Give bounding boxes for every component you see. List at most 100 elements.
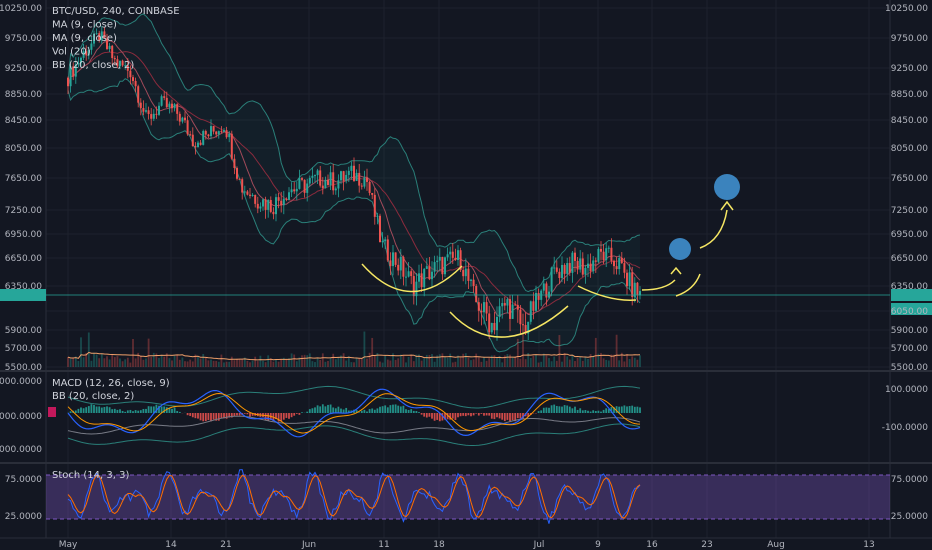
macd-histogram-bar [186,413,189,416]
candle-body [459,250,462,271]
macd-histogram-bar [418,412,420,413]
macd-histogram-bar [246,413,249,415]
volume-bar [160,354,163,367]
candle-body [332,172,335,191]
y-axis-label: 10250.00 [885,4,928,14]
candle-body [132,77,134,81]
macd-histogram-bar [566,405,569,413]
volume-bar [293,354,296,367]
volume-bar [277,361,280,367]
volume-bar [337,356,340,367]
right-price-tag [891,303,932,315]
macd-histogram-bar [498,413,501,419]
macd-histogram-bar [412,410,415,413]
candle-body [480,310,483,313]
y-axis-label: 6350.00 [891,282,928,292]
legend-label: Vol (20) [52,47,91,58]
candle-body [433,262,436,272]
candle-body [137,86,140,103]
volume-bar [165,353,168,367]
candle-body [204,131,207,135]
candle-body [246,191,249,195]
macd-band-line [67,415,641,435]
candle-body [314,175,316,177]
candle-body [241,179,244,193]
volume-bar [480,361,483,367]
volume-bar [454,361,457,367]
volume-bar [324,361,327,367]
volume-bar [254,356,257,367]
y-axis-label: 5500.00 [5,363,42,373]
volume-bar [548,358,550,367]
macd-histogram-bar [501,413,504,420]
x-axis-label: 18 [433,540,445,550]
volume-bar [301,355,303,367]
candle-body [589,263,592,272]
y-axis-label: 6650.00 [5,254,42,264]
volume-bar [225,361,228,367]
candle-body [220,131,223,133]
volume-bar [137,352,140,367]
candle-body [524,325,527,334]
volume-bar [592,356,595,367]
macd-histogram-bar [597,410,600,413]
volume-bar [467,357,470,367]
volume-bar [470,360,472,367]
volume-bar [358,358,361,367]
candle-body [121,60,124,66]
legend-label: BB (20, close, 2) [52,60,134,71]
volume-bar [529,357,532,367]
candle-body [288,192,290,200]
candle-body [106,38,108,49]
volume-bar [264,362,267,367]
volume-bar [139,355,142,367]
candle-body [251,194,254,196]
volume-bar [550,361,553,367]
volume-bar [537,362,540,367]
candle-body [615,266,618,270]
volume-bar [522,330,524,367]
volume-bar [407,356,410,367]
candle-body [80,57,82,64]
volume-bar [290,353,293,367]
candle-body [423,268,426,288]
macd-histogram-bar [490,413,493,419]
x-axis-label: 13 [863,540,874,550]
y-axis-label: 9750.00 [5,34,42,44]
volume-bar [332,353,335,367]
candle-body [277,197,280,201]
volume-bar [587,358,589,367]
candle-body [347,170,350,175]
volume-bar [342,353,345,367]
candle-body [306,183,309,193]
macd-histogram-bar [98,406,101,413]
candle-body [511,304,514,319]
candle-body [587,263,589,268]
macd-histogram-bar [545,407,548,413]
volume-bar [363,331,366,367]
candle-body [176,104,179,114]
volume-bar [392,353,394,367]
volume-bar [493,355,496,367]
y-axis-label: 8450.00 [5,116,42,126]
volume-bar [329,357,332,367]
candle-body [571,252,574,273]
candle-body [384,239,387,242]
x-axis-label: 11 [378,540,389,550]
y-axis-label: 6650.00 [891,254,928,264]
candle-body [628,272,631,287]
candle-body [358,172,361,186]
volume-bar [316,357,319,367]
volume-bar [514,356,517,367]
macd-histogram-bar [363,409,366,413]
volume-bar [87,332,90,367]
candle-body [631,272,634,297]
y-axis-label: 75.0000 [5,475,42,485]
volume-bar [496,357,498,367]
macd-histogram-bar [607,409,610,413]
candle-body [93,33,95,44]
macd-histogram-bar [613,407,615,413]
volume-bar [67,357,69,367]
legend-label: Stoch (14, 3, 3) [52,470,129,481]
